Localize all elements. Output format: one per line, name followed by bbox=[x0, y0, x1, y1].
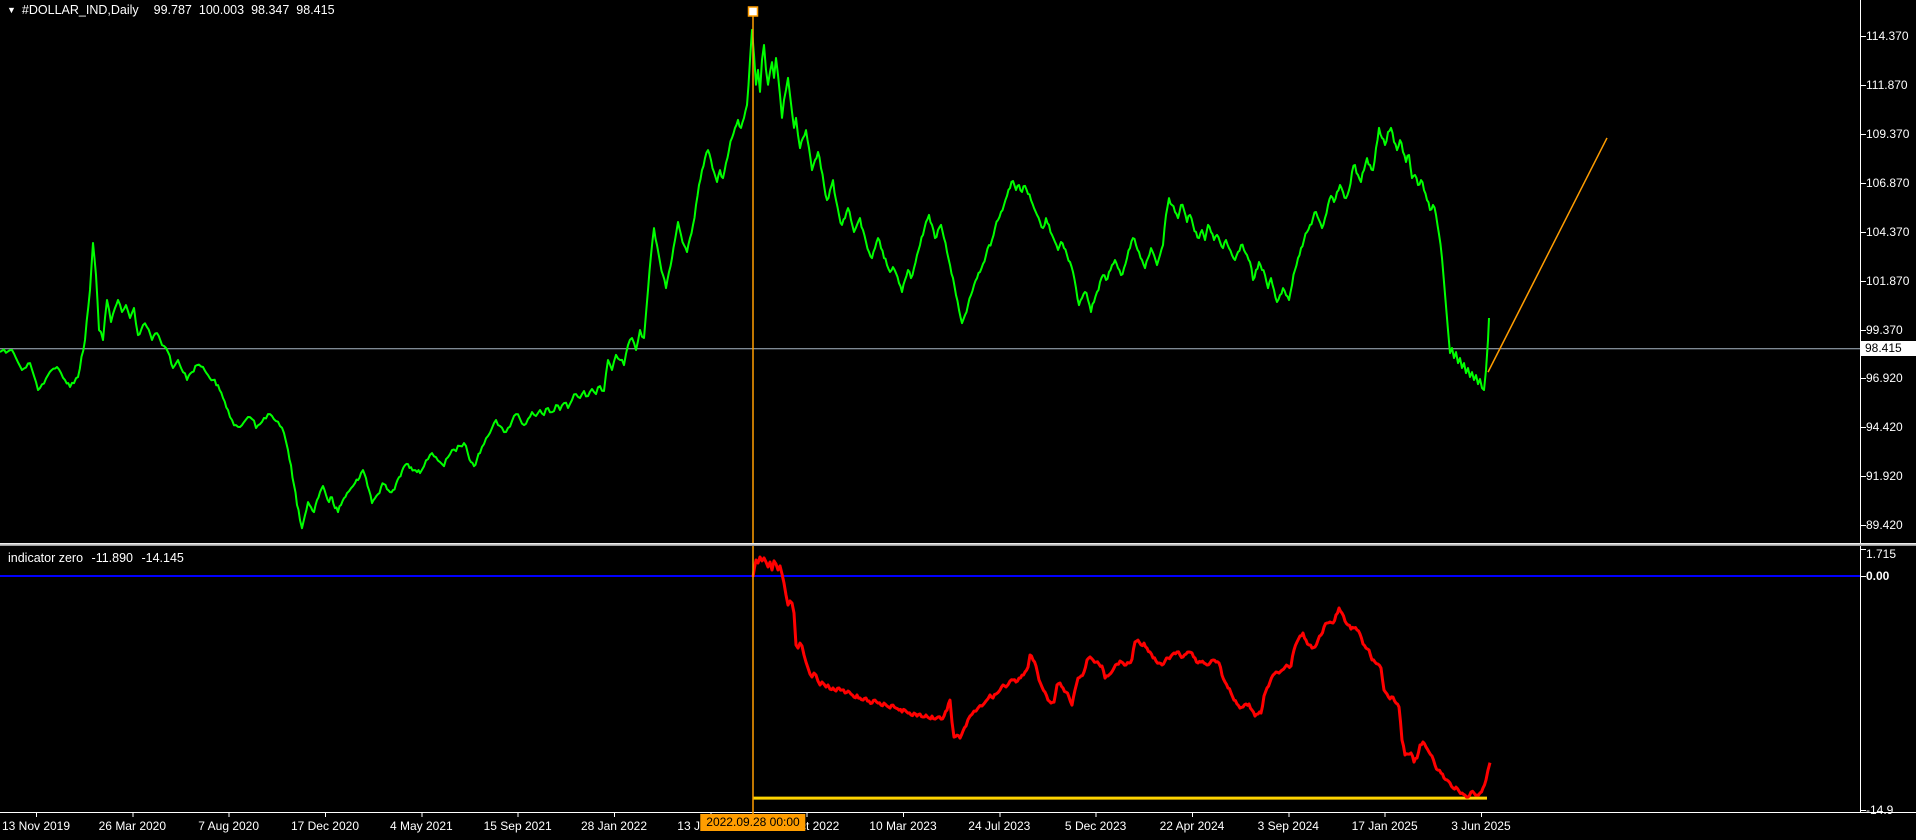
indicator-series-line bbox=[751, 555, 1492, 799]
crosshair-date-label[interactable]: 2022.09.28 00:00 bbox=[700, 814, 806, 831]
price-scale-label: 96.920 bbox=[1866, 370, 1903, 385]
time-axis-label: 4 May 2021 bbox=[389, 819, 453, 833]
price-series-line bbox=[0, 28, 1490, 530]
price-scale-label: 94.420 bbox=[1866, 419, 1903, 434]
quote-open: 99.787 bbox=[153, 3, 192, 17]
price-scale-label: 106.870 bbox=[1866, 175, 1910, 190]
indicator-value-2: -14.145 bbox=[141, 551, 184, 565]
time-axis-label: 22 Apr 2024 bbox=[1159, 819, 1225, 833]
indicator-scale-label: 0.00 bbox=[1866, 568, 1890, 583]
time-axis-label: 3 Jun 2025 bbox=[1451, 819, 1511, 833]
time-axis-label: 13 Nov 2019 bbox=[1, 819, 71, 833]
time-axis-label: 5 Dec 2023 bbox=[1064, 819, 1127, 833]
price-scale-label: 101.870 bbox=[1866, 273, 1910, 288]
time-axis-label: 28 Jan 2022 bbox=[580, 819, 647, 833]
price-scale-label: 104.370 bbox=[1866, 224, 1910, 239]
indicator-scale-label: -14.9 bbox=[1866, 802, 1894, 817]
time-axis-label: 17 Jan 2025 bbox=[1351, 819, 1418, 833]
indicator-scale-label: 1.715 bbox=[1866, 547, 1897, 561]
quote-low: 98.347 bbox=[251, 3, 290, 17]
price-scale-label: 91.920 bbox=[1866, 468, 1903, 483]
vline-handle[interactable] bbox=[747, 6, 759, 17]
time-axis-label: 7 Aug 2020 bbox=[198, 819, 260, 833]
symbol-dropdown-icon[interactable]: ▼ bbox=[7, 5, 16, 15]
time-axis-label: 15 Sep 2021 bbox=[483, 819, 552, 833]
time-axis-label: 24 Jul 2023 bbox=[968, 819, 1031, 833]
quote-close: 98.415 bbox=[296, 3, 335, 17]
indicator-value-1: -11.890 bbox=[91, 551, 133, 565]
quote-high: 100.003 bbox=[198, 3, 245, 17]
price-scale-label: 114.370 bbox=[1866, 28, 1909, 43]
price-scale-label: 89.420 bbox=[1866, 517, 1903, 532]
price-scale-label: 111.870 bbox=[1866, 77, 1908, 92]
time-axis-label: 26 Mar 2020 bbox=[98, 819, 167, 833]
current-price-label: 98.415 bbox=[1861, 341, 1916, 356]
time-axis-label: 10 Mar 2023 bbox=[869, 819, 937, 833]
indicator-name: indicator zero bbox=[8, 551, 84, 565]
time-axis-label: 17 Dec 2020 bbox=[290, 819, 360, 833]
panel-splitter[interactable] bbox=[0, 543, 1916, 546]
price-scale-label: 99.370 bbox=[1866, 322, 1903, 337]
symbol-period-label: #DOLLAR_IND,Daily bbox=[21, 3, 139, 17]
trendline[interactable] bbox=[1487, 137, 1608, 373]
time-axis-label: 3 Sep 2024 bbox=[1257, 819, 1319, 833]
chart-title-bar: ▼ #DOLLAR_IND,Daily 99.787 100.003 98.34… bbox=[7, 3, 335, 17]
price-scale-label: 109.370 bbox=[1866, 126, 1910, 141]
indicator-title: indicator zero -11.890 -14.145 bbox=[8, 551, 189, 565]
